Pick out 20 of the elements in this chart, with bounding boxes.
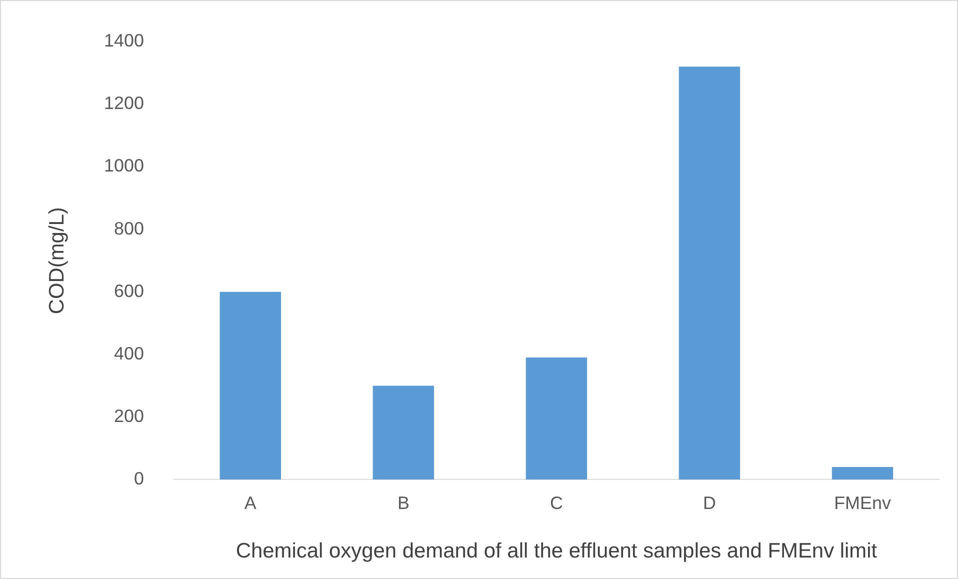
- y-tick-label: 1400: [104, 30, 144, 51]
- x-tick-label: D: [703, 493, 716, 514]
- x-axis-title: Chemical oxygen demand of all the effluent samples and FMEnv limit: [236, 539, 878, 562]
- y-tick-label: 600: [114, 280, 144, 301]
- y-axis-title: COD(mg/L): [45, 207, 68, 314]
- bar: [372, 386, 434, 480]
- x-tick-label: FMEnv: [834, 493, 891, 514]
- bar: [220, 292, 282, 480]
- y-tick-label: 0: [134, 468, 144, 488]
- y-tick-label: 400: [114, 343, 144, 364]
- y-tick-label: 200: [114, 406, 144, 426]
- y-tick-label: 800: [114, 218, 144, 238]
- y-tick-label: 1200: [104, 93, 144, 114]
- y-tick-label: 1000: [104, 156, 144, 176]
- x-tick-label: C: [550, 493, 563, 514]
- bar: [526, 358, 588, 480]
- x-tick-label: B: [397, 493, 410, 514]
- x-tick-label: A: [244, 493, 256, 514]
- bar: [678, 66, 740, 480]
- bar: [832, 467, 894, 480]
